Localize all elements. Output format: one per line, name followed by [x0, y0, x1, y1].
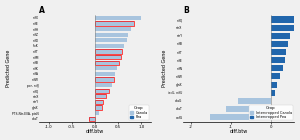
Y-axis label: Predicted Gene: Predicted Gene	[162, 50, 167, 87]
Text: A: A	[39, 6, 45, 15]
Bar	[238, 98, 271, 104]
Bar	[271, 90, 274, 96]
Bar	[271, 81, 278, 88]
Bar	[271, 17, 300, 23]
Bar	[271, 73, 280, 80]
Bar	[95, 94, 106, 98]
Bar	[95, 105, 101, 109]
Bar	[271, 25, 294, 31]
Bar	[271, 49, 286, 55]
Bar	[89, 116, 95, 121]
Text: B: B	[183, 6, 189, 15]
Bar	[95, 38, 127, 42]
Bar	[95, 61, 119, 65]
Legend: Canola, Pea: Canola, Pea	[129, 105, 149, 120]
Bar	[95, 100, 103, 104]
Bar	[95, 105, 101, 109]
Bar	[95, 72, 116, 76]
Bar	[95, 27, 131, 31]
Bar	[95, 77, 114, 82]
Bar	[95, 33, 128, 37]
Bar	[95, 100, 103, 104]
Bar	[226, 106, 271, 112]
Bar	[271, 65, 283, 71]
Bar	[210, 114, 271, 120]
Y-axis label: Predicted Gene: Predicted Gene	[6, 50, 10, 87]
Bar	[95, 61, 119, 65]
Bar	[95, 83, 112, 87]
Bar	[95, 16, 141, 20]
X-axis label: diff.btw: diff.btw	[86, 130, 104, 134]
Legend: Intercropped Canola, Intercropped Pea: Intercropped Canola, Intercropped Pea	[249, 105, 293, 120]
Bar	[95, 21, 134, 26]
Bar	[95, 66, 117, 70]
Bar	[271, 57, 285, 63]
Bar	[95, 94, 106, 98]
Bar	[95, 49, 122, 54]
Bar	[95, 44, 124, 48]
Bar	[95, 89, 109, 93]
Bar	[89, 116, 95, 121]
Bar	[95, 111, 99, 115]
Bar	[271, 33, 290, 39]
Bar	[95, 55, 121, 59]
X-axis label: diff.btw: diff.btw	[230, 130, 248, 134]
Bar	[95, 89, 109, 93]
Bar	[271, 41, 289, 47]
Bar	[95, 55, 121, 59]
Bar	[95, 21, 134, 26]
Bar	[95, 49, 122, 54]
Bar	[95, 77, 114, 82]
